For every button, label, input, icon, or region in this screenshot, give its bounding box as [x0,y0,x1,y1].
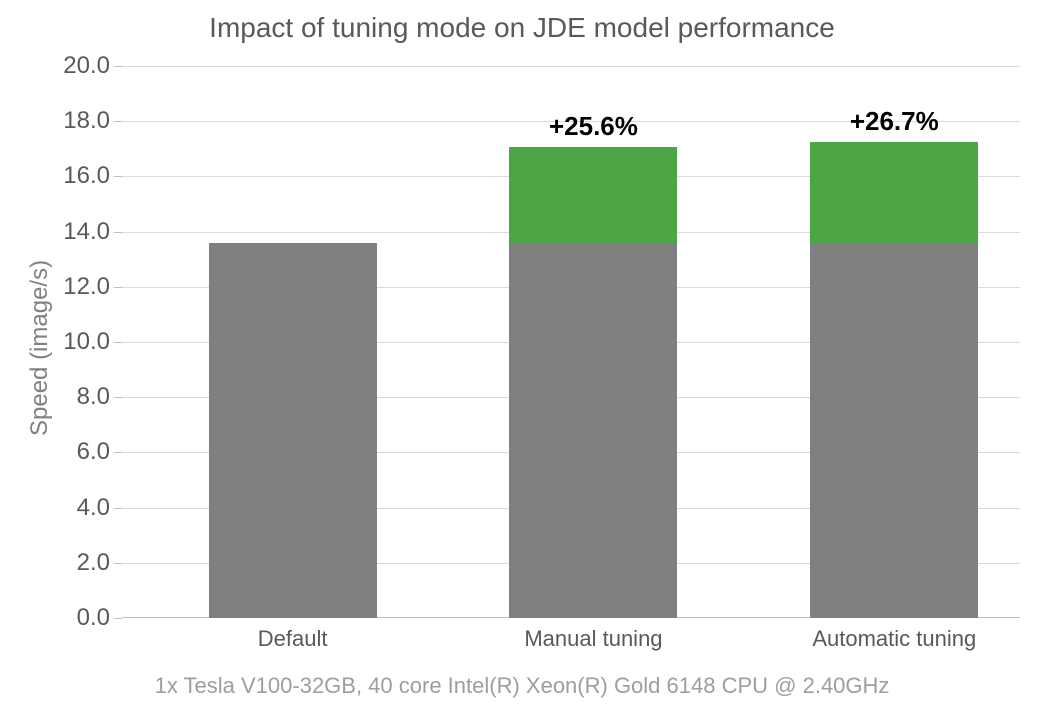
bar-gain [810,142,978,242]
y-tick-label: 10.0 [63,328,122,356]
bar-gain [509,147,677,243]
x-category-label: Automatic tuning [812,618,976,652]
y-axis-title: Speed (image/s) [26,260,54,436]
x-category-label: Manual tuning [524,618,662,652]
bar-group: +25.6%Manual tuning [509,66,677,618]
bar-base [209,243,377,618]
bar-base [509,243,677,618]
x-category-label: Default [258,618,328,652]
chart: Impact of tuning mode on JDE model perfo… [0,0,1044,715]
plot-area: Speed (image/s) 0.02.04.06.08.010.012.01… [122,66,1020,618]
bar-data-label: +25.6% [549,111,638,142]
y-tick-label: 18.0 [63,107,122,135]
bar-group: +26.7%Automatic tuning [810,66,978,618]
y-tick-label: 20.0 [63,52,122,80]
y-tick-label: 2.0 [77,549,122,577]
y-tick-label: 8.0 [77,383,122,411]
y-tick-label: 14.0 [63,218,122,246]
y-tick-label: 16.0 [63,162,122,190]
y-tick-label: 4.0 [77,494,122,522]
bar-group: Default [209,66,377,618]
y-tick-label: 12.0 [63,273,122,301]
chart-title: Impact of tuning mode on JDE model perfo… [0,12,1044,44]
bar-base [810,243,978,618]
chart-subtitle: 1x Tesla V100-32GB, 40 core Intel(R) Xeo… [0,673,1044,699]
y-tick-label: 6.0 [77,438,122,466]
y-tick-label: 0.0 [77,604,122,632]
bar-data-label: +26.7% [850,106,939,137]
